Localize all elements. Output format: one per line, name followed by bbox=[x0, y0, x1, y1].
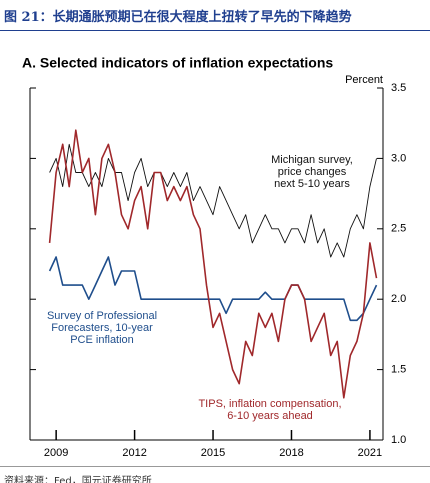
series-line bbox=[48, 129, 378, 399]
y-tick-label: 1.0 bbox=[391, 434, 406, 446]
series-annotation: Forecasters, 10-year bbox=[51, 322, 153, 334]
series-annotation: next 5-10 years bbox=[274, 178, 350, 190]
x-tick-label: 2009 bbox=[44, 447, 68, 459]
y-tick-label: 1.5 bbox=[391, 364, 406, 376]
series-annotation: price changes bbox=[278, 166, 347, 178]
y-tick-label: 2.5 bbox=[391, 223, 406, 235]
y-tick-label: 3.5 bbox=[391, 82, 406, 94]
x-tick-label: 2018 bbox=[279, 447, 303, 459]
series-annotation: Survey of Professional bbox=[47, 310, 157, 322]
header-title: 图 21：长期通胀预期已在很大程度上扭转了早先的下降趋势 bbox=[4, 10, 352, 25]
header-rule bbox=[0, 30, 430, 31]
chart: A. Selected indicators of inflation expe… bbox=[22, 55, 406, 459]
series-annotation: TIPS, inflation compensation, bbox=[198, 398, 341, 410]
y-tick-label: 3.0 bbox=[391, 152, 406, 164]
series-line bbox=[48, 256, 378, 322]
y-tick-label: 2.0 bbox=[391, 293, 406, 305]
x-tick-label: 2021 bbox=[358, 447, 382, 459]
footer-rule bbox=[0, 466, 430, 467]
x-tick-label: 2015 bbox=[201, 447, 225, 459]
footer-source: 资料来源：Fed，国元证券研究所 bbox=[4, 476, 152, 483]
series-line bbox=[49, 143, 377, 258]
series-annotation: PCE inflation bbox=[70, 334, 134, 346]
series-annotation: Michigan survey, bbox=[271, 154, 353, 166]
chart-title: A. Selected indicators of inflation expe… bbox=[22, 55, 333, 71]
y-axis-label: Percent bbox=[345, 74, 383, 86]
x-tick-label: 2012 bbox=[122, 447, 146, 459]
series-annotation: 6-10 years ahead bbox=[227, 410, 313, 422]
